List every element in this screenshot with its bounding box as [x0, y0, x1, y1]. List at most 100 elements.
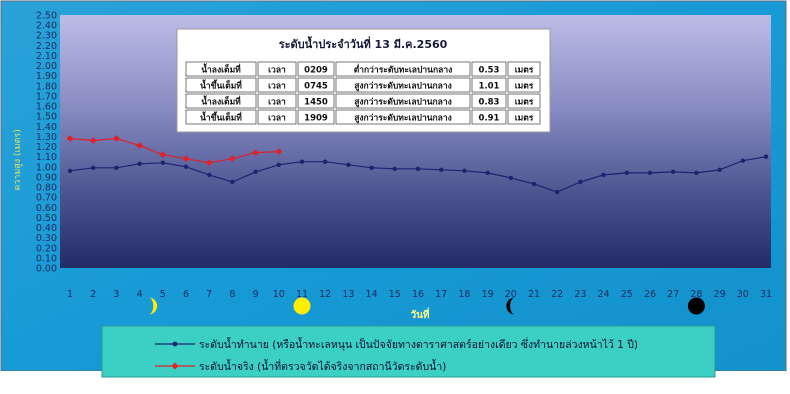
- info-table-cell-text: 0.83: [479, 98, 500, 108]
- info-table-cell: [297, 109, 335, 125]
- info-table-cell: [185, 77, 257, 93]
- x-tick-label: 1: [67, 289, 73, 300]
- actual-tide-point: [252, 149, 259, 157]
- y-tick-label: 0.80: [36, 183, 57, 194]
- info-table-cell-text: 1909: [304, 114, 328, 124]
- y-tick-label: 0.00: [36, 264, 57, 275]
- predicted-tide-point: [230, 179, 235, 185]
- x-tick-label: 16: [412, 289, 424, 300]
- y-tick-label: 1.50: [36, 112, 57, 123]
- info-table-cell-text: 1.01: [479, 82, 500, 92]
- info-table-cell-text: สูงกว่าระดับทะเลปานกลาง: [354, 113, 452, 124]
- y-tick-label: 2.50: [36, 11, 57, 22]
- actual-tide-point: [205, 159, 213, 167]
- predicted-tide-point: [578, 179, 583, 185]
- x-tick-label: 3: [113, 289, 119, 300]
- y-tick-label: 2.20: [36, 41, 57, 52]
- x-tick-label: 21: [528, 289, 540, 300]
- y-tick-label: 2.40: [36, 21, 57, 32]
- predicted-tide-point: [415, 166, 421, 172]
- predicted-tide-point: [647, 170, 653, 176]
- info-table-cell-text: เมตร: [515, 66, 534, 76]
- y-tick-label: 1.80: [36, 81, 57, 92]
- predicted-tide-point: [439, 167, 444, 173]
- info-table-cell: [257, 109, 297, 125]
- x-tick-label: 4: [137, 289, 143, 300]
- x-tick-label: 28: [690, 289, 702, 300]
- moon-phases: [148, 297, 705, 315]
- x-tick-label: 17: [435, 289, 447, 300]
- predicted-tide-point: [137, 161, 142, 166]
- info-table-cell: [257, 61, 297, 77]
- info-table-cell: [185, 61, 257, 77]
- info-table-cell-text: เมตร: [515, 98, 534, 108]
- actual-tide-point: [159, 151, 167, 159]
- x-tick-label: 9: [253, 289, 259, 300]
- x-tick-label: 24: [598, 289, 610, 300]
- y-axis-label: ความสูง (เมตร): [13, 129, 23, 191]
- y-tick-label: 0.30: [36, 233, 57, 244]
- predicted-tide-point: [462, 168, 467, 174]
- x-tick-label: 10: [273, 289, 285, 300]
- y-tick-label: 0.50: [36, 213, 57, 224]
- x-tick-label: 15: [389, 289, 401, 300]
- x-tick-label: 30: [737, 289, 749, 300]
- x-tick-label: 29: [714, 289, 726, 300]
- y-tick-label: 1.70: [36, 91, 57, 102]
- info-table-cell-text: น้ำลงเต็มที่: [201, 95, 241, 108]
- x-tick-label: 12: [319, 289, 331, 300]
- y-tick-label: 0.40: [36, 223, 57, 234]
- new-moon-icon: [687, 297, 705, 315]
- legend-label-actual: ระดับน้ำจริง (น้ำที่ตรวจวัดได้จริงจากสถา…: [199, 359, 446, 373]
- x-tick-label: 20: [505, 289, 517, 300]
- info-table-cell-text: 1450: [304, 98, 328, 108]
- x-tick-label: 2: [90, 289, 96, 300]
- info-table-cell: [471, 93, 507, 109]
- actual-tide-point: [66, 135, 74, 142]
- y-tick-label: 0.70: [36, 193, 57, 204]
- x-tick-label: 14: [366, 289, 378, 300]
- predicted-tide-point: [114, 165, 119, 171]
- predicted-tide-point: [323, 159, 328, 164]
- predicted-tide-point: [369, 165, 374, 171]
- predicted-tide-point: [555, 189, 560, 195]
- last-quarter-moon-icon: [506, 297, 515, 315]
- y-tick-label: 1.40: [36, 122, 57, 133]
- predicted-tide-point: [392, 166, 397, 172]
- predicted-tide-point: [346, 162, 351, 167]
- info-table-cell-text: 0.91: [479, 114, 500, 124]
- info-table-cell-text: น้ำขึ้นเต็มที่: [200, 111, 242, 124]
- legend-marker-predicted: [172, 341, 178, 347]
- predicted-tide-point: [763, 154, 769, 159]
- y-tick-label: 2.10: [36, 51, 57, 62]
- x-tick-label: 25: [621, 289, 633, 300]
- info-table-cell: [297, 93, 335, 109]
- first-quarter-moon-icon: [148, 297, 158, 315]
- info-table-cell-text: 0745: [304, 82, 328, 92]
- full-moon-icon: [293, 297, 311, 315]
- predicted-tide-point: [207, 172, 212, 178]
- info-table-cell-text: ต่ำกว่าระดับทะเลปานกลาง: [354, 63, 453, 76]
- predicted-tide-point: [183, 164, 189, 169]
- info-table: ระดับน้ำประจำวันที่ 13 มี.ค.2560 น้ำลงเต…: [176, 28, 551, 133]
- info-table-cell: [471, 61, 507, 77]
- info-table-cell: [507, 77, 541, 93]
- info-table-cell-text: เวลา: [268, 114, 286, 124]
- y-tick-label: 0.90: [36, 172, 57, 183]
- info-table-cell: [507, 109, 541, 125]
- y-tick-label: 1.10: [36, 152, 57, 163]
- predicted-tide-point: [601, 172, 606, 178]
- info-table-rows: น้ำลงเต็มที่ เวลา 0209 ต่ำกว่าระดับทะเลปานก…: [185, 61, 541, 125]
- predicted-tide-point: [276, 162, 281, 167]
- info-table-cell-text: เมตร: [515, 114, 534, 124]
- info-table-cell: [471, 109, 507, 125]
- x-axis: 1 2 3 4 5 6 7 8 9 10 11 12 13 14 15 16 17 18 19 20 21 22 23 24 2…: [67, 289, 772, 300]
- info-table-cell-text: เวลา: [268, 66, 286, 76]
- info-table-cell: [507, 93, 541, 109]
- y-tick-label: 1.00: [36, 162, 57, 173]
- info-table-cell-text: เวลา: [268, 82, 286, 92]
- info-table-title: ระดับน้ำประจำวันที่ 13 มี.ค.2560: [279, 36, 448, 51]
- info-table-cell-text: สูงกว่าระดับทะเลปานกลาง: [354, 81, 452, 92]
- actual-tide-point: [275, 148, 283, 156]
